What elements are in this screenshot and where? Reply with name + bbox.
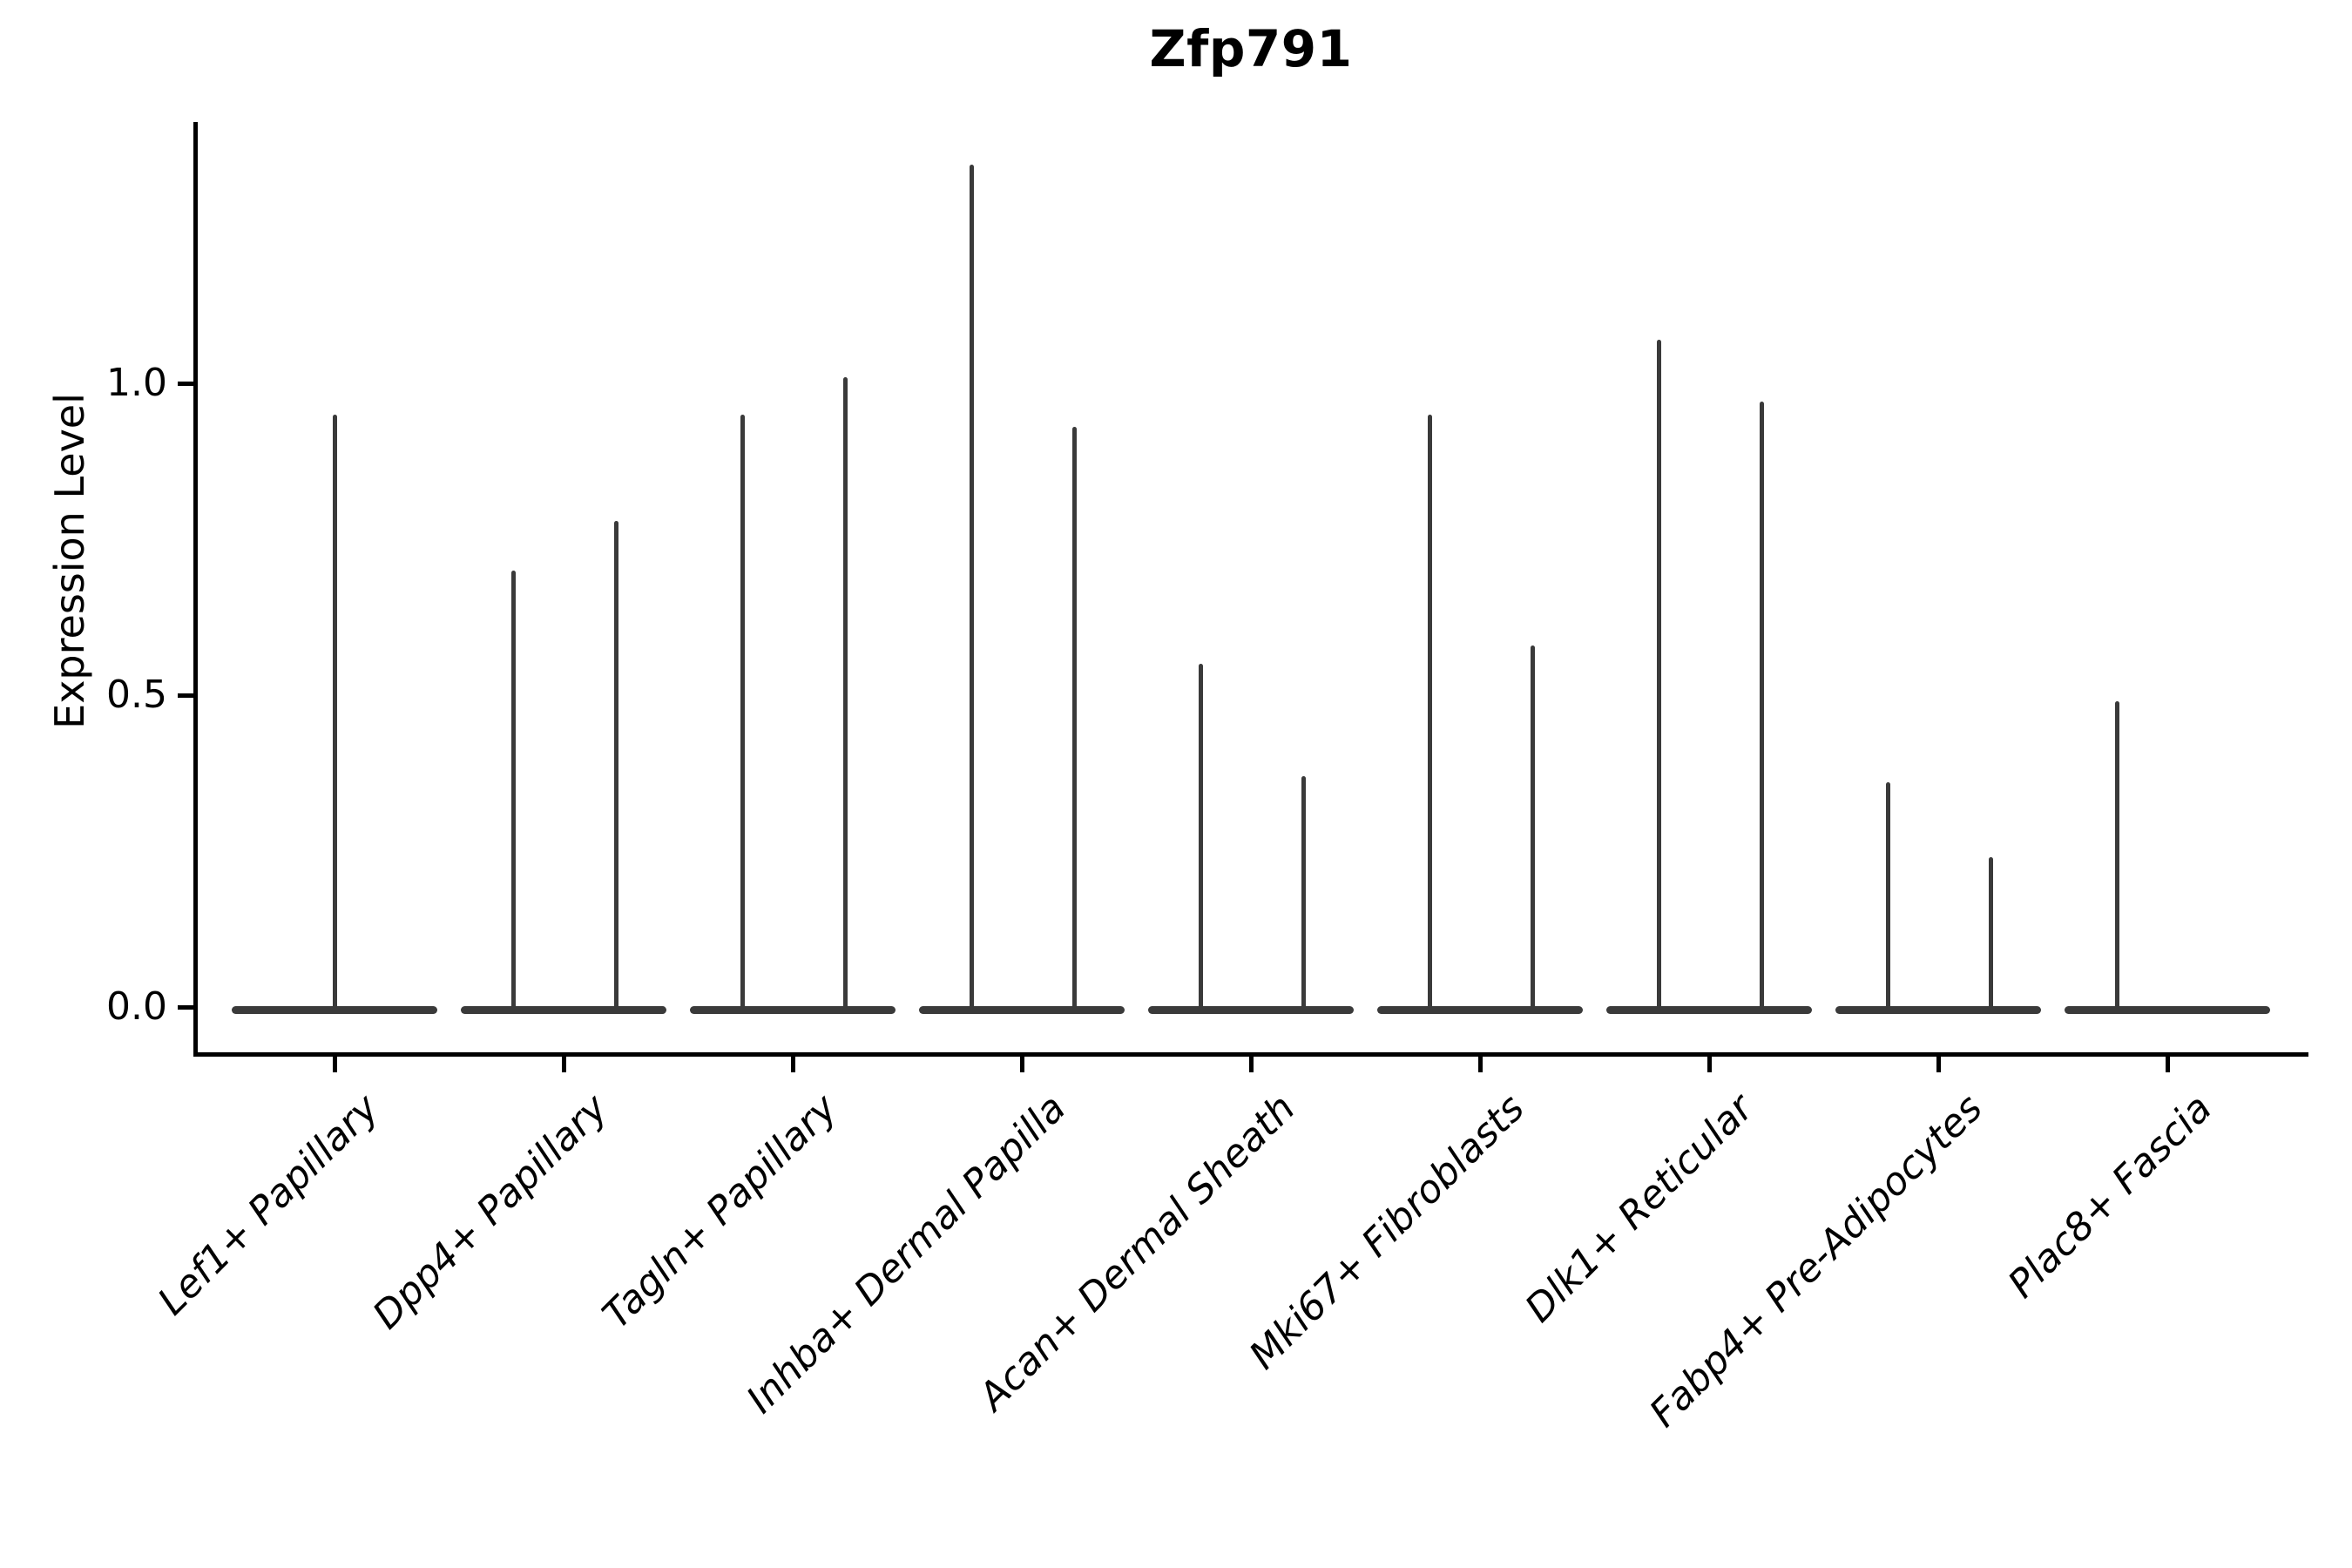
violin-body (1605, 1006, 1813, 1014)
violin-spike (1885, 782, 1890, 1012)
x-tick-label: Dpp4+ Papillary (364, 1085, 617, 1338)
violin-body (1376, 1006, 1584, 1014)
x-tick-label: Dlk1+ Reticular (1517, 1085, 1762, 1331)
violin-spike (1988, 857, 1993, 1012)
violin-spike (1071, 427, 1077, 1012)
violin-spike (1301, 776, 1306, 1012)
violin-spike (2114, 701, 2119, 1012)
x-tick-mark (790, 1057, 795, 1072)
violin-body (460, 1006, 667, 1014)
chart-title: Zfp791 (1149, 19, 1353, 78)
violin-spike (969, 165, 974, 1012)
x-tick-label: Tagln+ Papillary (593, 1085, 846, 1338)
violin-spike (510, 570, 516, 1012)
violin-spike (1427, 414, 1432, 1012)
x-tick-mark (1248, 1057, 1254, 1072)
y-tick-label: 1.0 (106, 361, 167, 405)
y-tick-mark (178, 693, 193, 698)
x-tick-mark (332, 1057, 337, 1072)
y-tick-label: 0.5 (106, 672, 167, 717)
violin-body (918, 1006, 1125, 1014)
violin-body (689, 1006, 896, 1014)
violin-body (1835, 1006, 2042, 1014)
x-tick-mark (2165, 1057, 2170, 1072)
x-tick-mark (561, 1057, 566, 1072)
violin-spike (1656, 339, 1661, 1012)
x-tick-mark (1936, 1057, 1941, 1072)
x-tick-label: Lef1+ Papillary (149, 1085, 388, 1324)
violin-spike (613, 520, 618, 1012)
violin-spike (332, 414, 337, 1012)
y-tick-label: 0.0 (106, 984, 167, 1029)
violin-spike (740, 414, 745, 1012)
x-axis-spine (193, 1052, 2308, 1057)
violin-spike (1759, 402, 1764, 1012)
x-tick-mark (1477, 1057, 1483, 1072)
violin-body (1147, 1006, 1355, 1014)
y-tick-mark (178, 1004, 193, 1010)
violin-body (2064, 1006, 2271, 1014)
violin-spike (1530, 645, 1535, 1012)
violin-spike (842, 376, 848, 1012)
y-axis-spine (193, 122, 198, 1057)
y-tick-mark (178, 381, 193, 386)
x-tick-label: Plac8+ Fascia (1999, 1085, 2220, 1307)
violin-spike (1198, 664, 1203, 1012)
y-axis-label: Expression Level (46, 393, 93, 729)
x-tick-mark (1707, 1057, 1712, 1072)
x-tick-mark (1019, 1057, 1024, 1072)
